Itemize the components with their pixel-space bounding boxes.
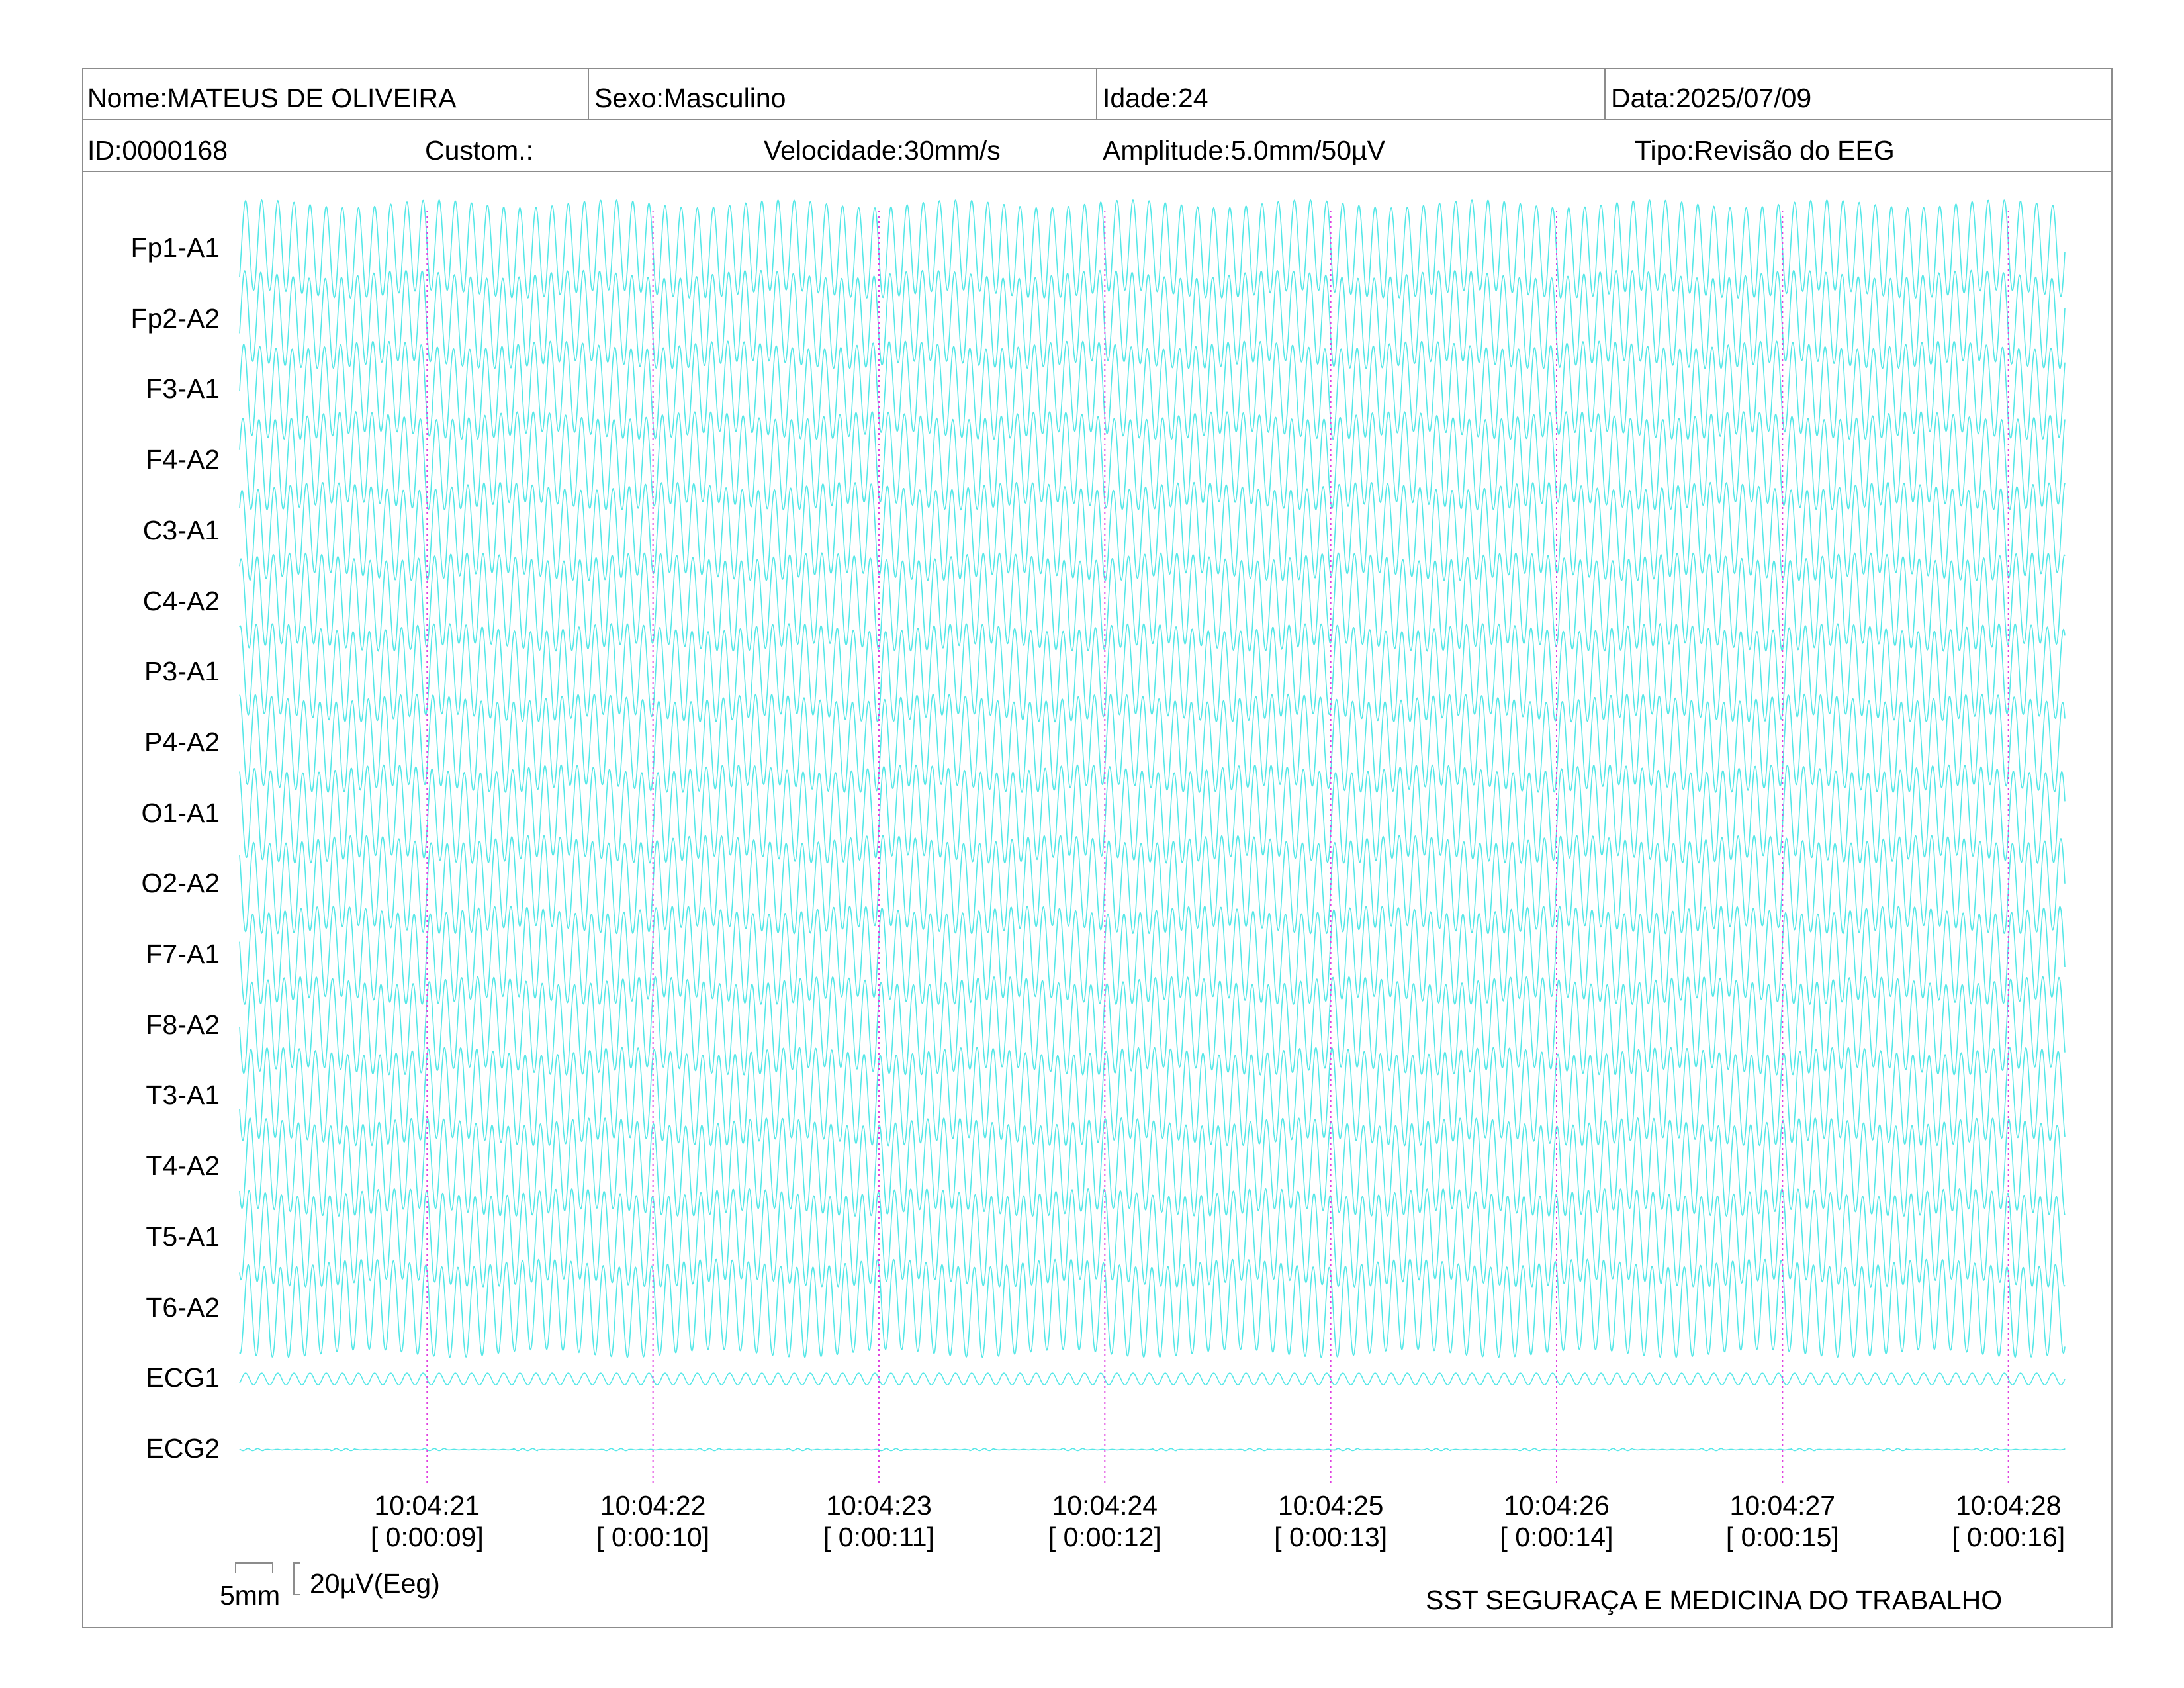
channel-trace <box>239 481 2066 582</box>
patient-id: ID:0000168 <box>87 135 228 165</box>
channel-trace <box>239 1188 2066 1288</box>
channel-trace <box>239 905 2066 1006</box>
header-divider <box>82 119 2113 120</box>
institution-name: SST SEGURAÇA E MEDICINA DO TRABALHO <box>1426 1585 2003 1615</box>
channel-label: F8-A2 <box>146 1009 220 1040</box>
clock-time: 10:04:24 <box>1052 1490 1158 1521</box>
channel-label: Fp2-A2 <box>130 303 220 334</box>
channel-trace <box>239 622 2066 723</box>
clock-time: 10:04:26 <box>1504 1490 1610 1521</box>
exam-type: Tipo:Revisão do EEG <box>1635 135 1895 165</box>
time-tick-label: 10:04:25[ 0:00:13] <box>1245 1489 1417 1554</box>
clock-time: 10:04:28 <box>1955 1490 2062 1521</box>
clock-time: 10:04:23 <box>826 1490 932 1521</box>
elapsed-time: [ 0:00:16] <box>1952 1522 2066 1553</box>
exam-date: Data:2025/07/09 <box>1611 83 1812 113</box>
channel-trace <box>239 1448 2066 1452</box>
channel-label: O2-A2 <box>141 868 220 899</box>
time-scale-label: 5mm <box>220 1580 281 1611</box>
channel-label: F7-A1 <box>146 939 220 969</box>
channel-label: ECG2 <box>146 1432 220 1464</box>
channel-label: F3-A1 <box>146 373 220 404</box>
header-bottom-border <box>82 171 2113 172</box>
custom-field: Custom.: <box>425 135 534 165</box>
time-scale-bar <box>235 1562 300 1595</box>
channel-label: O1-A1 <box>141 797 220 828</box>
elapsed-time: [ 0:00:14] <box>1500 1522 1614 1553</box>
patient-sex: Sexo:Masculino <box>594 83 786 113</box>
speed-setting: Velocidade:30mm/s <box>764 135 1001 165</box>
amplitude-scale-label: 20µV(Eeg) <box>310 1568 440 1599</box>
patient-age: Idade:24 <box>1103 83 1208 113</box>
clock-time: 10:04:22 <box>600 1490 706 1521</box>
channel-label: C4-A2 <box>142 585 220 616</box>
time-tick-label: 10:04:26[ 0:00:14] <box>1471 1489 1643 1554</box>
channel-label: P3-A1 <box>144 656 220 687</box>
elapsed-time: [ 0:00:12] <box>1048 1522 1161 1553</box>
channel-trace <box>239 1047 2066 1147</box>
time-tick-label: 10:04:21[ 0:00:09] <box>341 1489 513 1554</box>
report-frame <box>82 68 2113 1628</box>
channel-trace <box>239 552 2066 652</box>
channel-label: C3-A1 <box>142 514 220 545</box>
clock-time: 10:04:25 <box>1277 1490 1384 1521</box>
channel-trace <box>239 410 2066 511</box>
channel-label: F4-A2 <box>146 444 220 475</box>
channel-trace <box>239 1372 2066 1386</box>
channel-trace <box>239 1258 2066 1358</box>
patient-name: Nome:MATEUS DE OLIVEIRA <box>87 83 457 113</box>
channel-label: T5-A1 <box>146 1221 220 1252</box>
elapsed-time: [ 0:00:13] <box>1274 1522 1388 1553</box>
time-tick-label: 10:04:28[ 0:00:16] <box>1923 1489 2095 1554</box>
channel-trace <box>239 269 2066 370</box>
channel-label: Fp1-A1 <box>130 232 220 263</box>
header-cell-divider <box>1096 68 1097 120</box>
channel-trace <box>239 340 2066 440</box>
time-tick-label: 10:04:23[ 0:00:11] <box>793 1489 965 1554</box>
elapsed-time: [ 0:00:09] <box>370 1522 484 1553</box>
clock-time: 10:04:21 <box>374 1490 480 1521</box>
channel-trace <box>239 693 2066 794</box>
amplitude-setting: Amplitude:5.0mm/50µV <box>1103 135 1385 165</box>
time-tick-label: 10:04:22[ 0:00:10] <box>567 1489 739 1554</box>
elapsed-time: [ 0:00:10] <box>596 1522 710 1553</box>
channel-label: ECG1 <box>146 1362 220 1393</box>
channel-trace <box>239 976 2066 1076</box>
channel-trace <box>239 764 2066 864</box>
clock-time: 10:04:27 <box>1729 1490 1836 1521</box>
time-tick-label: 10:04:24[ 0:00:12] <box>1019 1489 1191 1554</box>
header-cell-divider <box>1604 68 1606 120</box>
channel-label: T3-A1 <box>146 1080 220 1111</box>
channel-trace <box>239 199 2066 299</box>
channel-label: T4-A2 <box>146 1150 220 1182</box>
header-cell-divider <box>588 68 589 120</box>
channel-trace <box>239 1117 2066 1217</box>
elapsed-time: [ 0:00:15] <box>1725 1522 1839 1553</box>
elapsed-time: [ 0:00:11] <box>823 1522 934 1553</box>
channel-trace <box>239 834 2066 935</box>
channel-label: T6-A2 <box>146 1291 220 1323</box>
channel-label: P4-A2 <box>144 726 220 757</box>
time-tick-label: 10:04:27[ 0:00:15] <box>1696 1489 1868 1554</box>
